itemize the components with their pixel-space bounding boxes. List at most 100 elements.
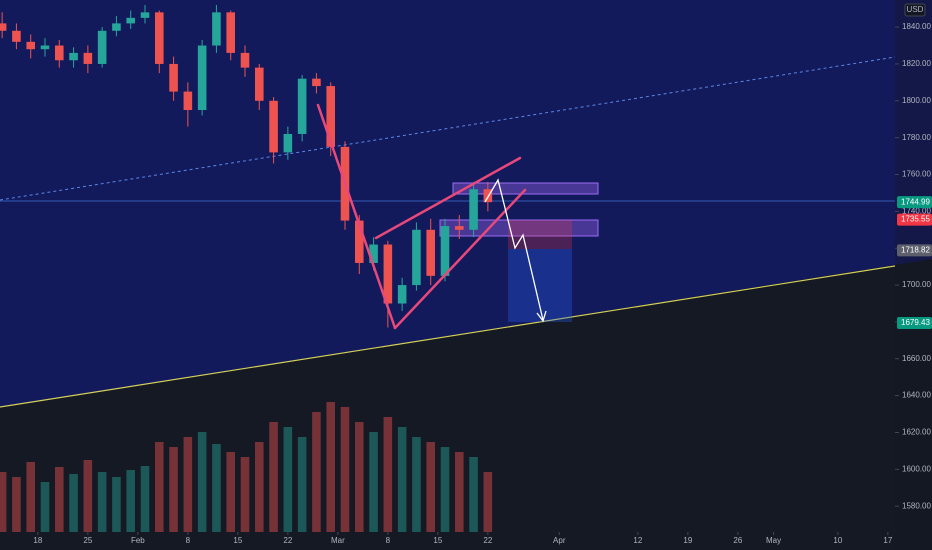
volume-bar bbox=[183, 437, 193, 532]
volume-bar bbox=[483, 472, 493, 532]
wedge-line bbox=[316, 103, 397, 330]
x-tick-label: 12 bbox=[633, 536, 642, 545]
x-tick-label: May bbox=[766, 536, 781, 545]
currency-box bbox=[904, 3, 926, 17]
support-line bbox=[0, 265, 896, 408]
volume-bar bbox=[312, 412, 321, 532]
zone-box bbox=[452, 182, 599, 195]
price-label: 1718.82 bbox=[901, 246, 930, 255]
price-label-box bbox=[897, 316, 932, 329]
volume-bar bbox=[83, 460, 93, 532]
dashed-trendline bbox=[0, 56, 896, 201]
candle-body bbox=[440, 226, 450, 276]
x-tick-label: 15 bbox=[233, 536, 242, 545]
candle-body bbox=[69, 52, 78, 61]
candle-body bbox=[126, 17, 135, 24]
candle-body bbox=[397, 285, 407, 304]
zone-box bbox=[439, 219, 599, 237]
volume-bar bbox=[397, 427, 407, 532]
wedge-line bbox=[393, 188, 527, 330]
candle-body bbox=[212, 12, 221, 46]
candle-body bbox=[197, 45, 207, 111]
candle-body bbox=[140, 12, 150, 18]
target-zone bbox=[508, 249, 572, 322]
candle-body bbox=[183, 91, 193, 111]
volume-bar bbox=[226, 452, 235, 532]
wedge bbox=[316, 103, 527, 330]
volume-bar bbox=[197, 432, 207, 532]
volume-bar bbox=[369, 432, 378, 532]
candle-body bbox=[469, 189, 478, 230]
price-label-box bbox=[897, 213, 932, 226]
axes: 1580.001600.001620.001640.001660.001680.… bbox=[33, 22, 932, 545]
x-tick-label: 17 bbox=[883, 536, 892, 545]
candle-body bbox=[455, 226, 464, 230]
stop-zone bbox=[508, 220, 572, 249]
x-tick-label: 8 bbox=[186, 536, 191, 545]
candle-body bbox=[412, 229, 421, 286]
volume-bar bbox=[283, 427, 293, 532]
candle-body bbox=[483, 189, 493, 203]
price-label: 1679.43 bbox=[901, 318, 930, 327]
candle-body bbox=[255, 67, 264, 101]
candle-body bbox=[297, 78, 307, 134]
candle-body bbox=[269, 100, 278, 153]
price-label: 1735.55 bbox=[901, 215, 930, 224]
price-label-box bbox=[897, 244, 932, 257]
candle-body bbox=[312, 78, 321, 87]
volume-bar bbox=[469, 457, 478, 532]
volume-bar bbox=[269, 422, 278, 532]
y-tick-label: 1620.00 bbox=[902, 428, 931, 437]
volume-bar bbox=[440, 447, 450, 532]
volume-bar bbox=[297, 437, 307, 532]
volume-bar bbox=[255, 442, 264, 532]
y-tick-label: 1840.00 bbox=[902, 22, 931, 31]
volume-bar bbox=[455, 452, 464, 532]
y-tick-label: 1780.00 bbox=[902, 133, 931, 142]
y-tick-label: 1700.00 bbox=[902, 280, 931, 289]
x-tick-label: 26 bbox=[733, 536, 742, 545]
volume-bar bbox=[326, 402, 335, 532]
price-axis bbox=[895, 0, 932, 550]
candle-body bbox=[326, 86, 335, 147]
y-tick-label: 1800.00 bbox=[902, 96, 931, 105]
candle-body bbox=[355, 220, 364, 263]
candle-body bbox=[40, 45, 50, 50]
volume-bar bbox=[40, 482, 50, 532]
zone-fill bbox=[0, 0, 932, 407]
volume-bar bbox=[26, 462, 35, 532]
volume-bar bbox=[112, 477, 121, 532]
x-tick-label: 15 bbox=[433, 536, 442, 545]
volume-bar bbox=[0, 472, 7, 532]
candle-body bbox=[369, 244, 378, 263]
y-tick-label: 1600.00 bbox=[902, 464, 931, 473]
x-tick-label: Apr bbox=[553, 536, 566, 545]
candle-body bbox=[97, 30, 107, 64]
candle-body bbox=[240, 52, 250, 68]
x-tick-label: Feb bbox=[131, 536, 145, 545]
candle-body bbox=[426, 229, 435, 276]
candle-body bbox=[26, 41, 35, 50]
volume-bar bbox=[97, 472, 107, 532]
volume-bar bbox=[169, 447, 178, 532]
x-tick-label: 10 bbox=[833, 536, 842, 545]
x-tick-label: 22 bbox=[283, 536, 292, 545]
volume-layer bbox=[0, 402, 493, 532]
candle-body bbox=[55, 45, 64, 61]
x-tick-label: Mar bbox=[331, 536, 345, 545]
volume-bar bbox=[426, 442, 435, 532]
y-tick-label: 1640.00 bbox=[902, 391, 931, 400]
candle-body bbox=[283, 133, 293, 153]
volume-bar bbox=[155, 442, 164, 532]
projection-arrow bbox=[484, 178, 544, 321]
volume-bar bbox=[55, 467, 64, 532]
y-tick-label: 1820.00 bbox=[902, 59, 931, 68]
candle-body bbox=[155, 12, 164, 64]
volume-bar bbox=[12, 477, 21, 532]
volume-bar bbox=[355, 422, 364, 532]
volume-bar bbox=[340, 407, 350, 532]
volume-bar bbox=[140, 466, 150, 532]
x-tick-label: 18 bbox=[33, 536, 42, 545]
wedge-line bbox=[374, 156, 522, 240]
